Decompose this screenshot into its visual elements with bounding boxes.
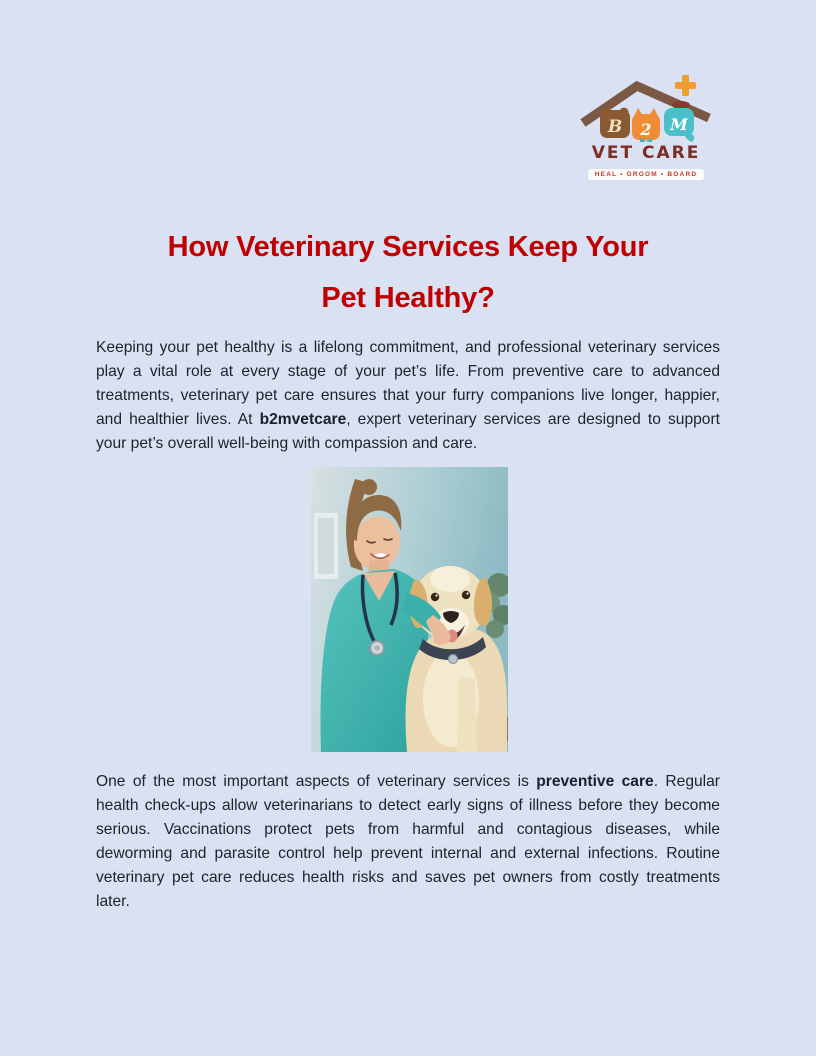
page-title-line-1: How Veterinary Services Keep Your	[167, 231, 649, 263]
logo-letter-m: M	[669, 115, 689, 134]
letter-2-shape: 2	[632, 108, 660, 142]
page-title: How Veterinary Services Keep Your Pet He…	[0, 222, 816, 324]
stethoscope-icon	[360, 572, 399, 656]
intro-paragraph: Keeping your pet healthy is a lifelong c…	[96, 336, 720, 456]
vet-dog-photo	[311, 467, 508, 752]
page-title-line-2: Pet Healthy?	[321, 282, 495, 314]
preventive-care-bold: preventive care	[536, 773, 654, 790]
bowtie-icon	[640, 138, 652, 142]
letter-m-shape: M	[664, 101, 695, 142]
b2m-vetcare-logo: B 2 M VET CARE HEAL	[580, 74, 712, 181]
logo-name: VET CARE	[591, 143, 701, 163]
logo-letter-b: B	[607, 117, 622, 137]
letter-b-shape: B	[600, 107, 630, 138]
brand-name-bold: b2mvetcare	[259, 411, 347, 428]
intro-text-start: Keeping your pet healthy is a lifelong c…	[96, 339, 720, 428]
plus-icon	[675, 75, 696, 96]
picture-frame	[314, 513, 338, 579]
collar	[419, 637, 486, 665]
body-text-start: One of the most important aspects of vet…	[96, 773, 537, 790]
logo-letter-2: 2	[639, 120, 651, 139]
logo-graphic: B 2 M	[580, 75, 711, 142]
preventive-care-paragraph: One of the most important aspects of vet…	[96, 770, 720, 914]
veterinarian-figure	[320, 479, 430, 752]
intro-text-end: , expert veterinary services are designe…	[96, 411, 720, 452]
logo-tagline: HEAL • GROOM • BOARD	[587, 169, 705, 180]
vet-arm	[402, 593, 451, 646]
body-text-end: . Regular health check-ups allow veterin…	[96, 773, 721, 910]
